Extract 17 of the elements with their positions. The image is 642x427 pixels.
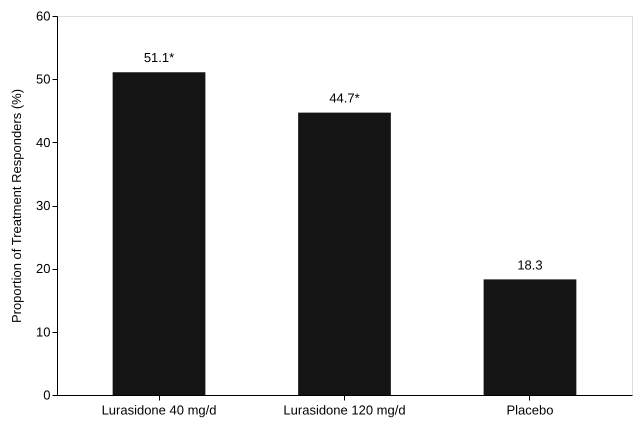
data-label: 44.7* [329,90,360,106]
y-tick-label: 30 [36,198,50,213]
y-tick-label: 20 [36,261,50,276]
y-axis-title: Proportion of Treatment Responders (%) [9,88,24,324]
bar [298,112,391,395]
x-tick-label: Placebo [506,402,554,418]
data-label: 18.3 [517,257,543,272]
y-tick-label: 60 [36,8,50,24]
y-tick-label: 50 [36,72,50,87]
bar [112,72,206,395]
bar [484,279,576,395]
y-tick-label: 10 [36,324,50,340]
y-tick-label: 40 [36,134,50,150]
data-label: 51.1* [144,50,174,66]
x-tick-label: Lurasidone 120 mg/d [283,402,406,418]
x-tick-label: Lurasidone 40 mg/d [102,402,216,418]
y-tick-label: 0 [43,388,50,402]
